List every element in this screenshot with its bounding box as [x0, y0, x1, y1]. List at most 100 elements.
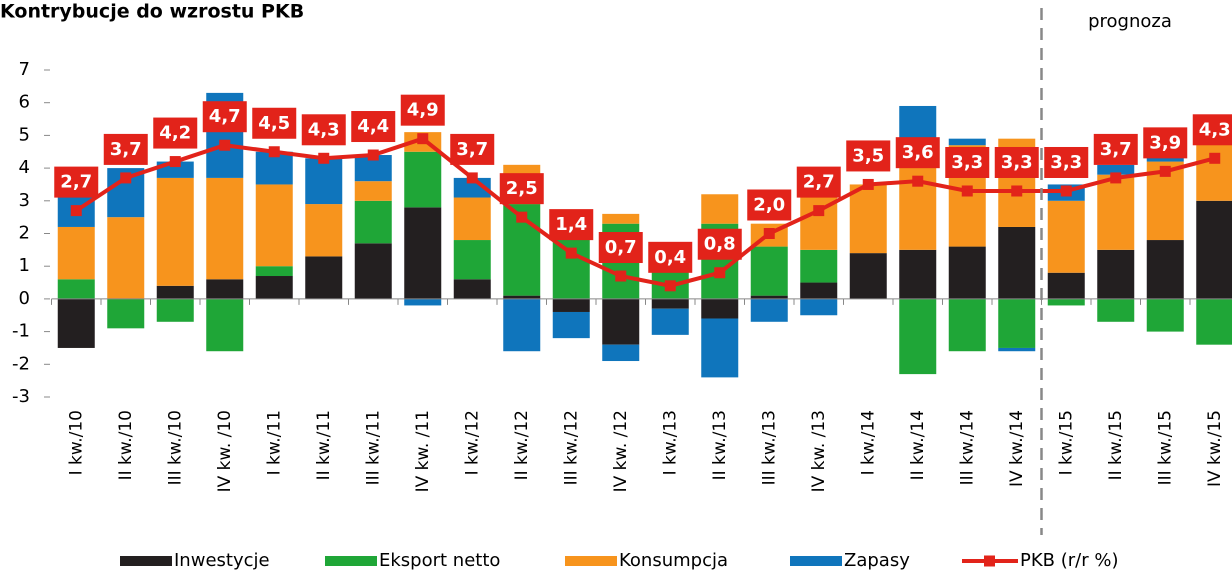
marker — [70, 205, 82, 217]
bar — [156, 177, 194, 286]
bar — [503, 295, 541, 299]
bar — [552, 311, 590, 339]
x-tick-label: III kw./11 — [363, 410, 383, 485]
bar — [750, 295, 788, 299]
value-label: 4,3 — [308, 119, 340, 140]
marker — [664, 280, 676, 292]
y-tick-label: 5 — [19, 124, 30, 145]
bar — [1047, 298, 1085, 306]
bar — [255, 276, 293, 299]
value-label-box — [846, 140, 891, 172]
bar — [404, 151, 442, 208]
x-tick-label: II kw./10 — [116, 410, 136, 480]
value-label: 3,3 — [1001, 152, 1033, 173]
bar — [701, 194, 739, 224]
value-label-box — [598, 232, 643, 264]
bar — [701, 318, 739, 378]
legend-label: Eksport netto — [379, 550, 500, 571]
value-label: 4,4 — [357, 116, 389, 137]
bar — [305, 204, 343, 257]
value-label-box — [697, 228, 742, 260]
value-label-box — [648, 241, 693, 273]
x-tick-label: I kw./13 — [660, 410, 680, 475]
bar — [651, 298, 689, 309]
value-label-box — [1044, 146, 1089, 178]
bar — [948, 298, 986, 352]
value-label: 3,7 — [456, 139, 488, 160]
marker — [714, 267, 726, 279]
y-tick-label: -1 — [12, 321, 30, 342]
value-label-box — [747, 189, 792, 221]
bar — [899, 249, 937, 299]
chart-title: Kontrybucje do wzrostu PKB — [0, 1, 304, 23]
marker — [1110, 172, 1122, 184]
bar — [1196, 141, 1232, 201]
marker — [615, 270, 627, 282]
value-label: 1,4 — [555, 214, 587, 235]
bar — [1047, 200, 1085, 273]
bar — [1047, 272, 1085, 299]
x-tick-label: III kw./12 — [561, 410, 581, 485]
bar — [552, 236, 590, 299]
marker — [862, 178, 874, 190]
bar — [602, 344, 640, 362]
bar — [948, 246, 986, 299]
marker — [813, 205, 825, 217]
bar — [998, 226, 1036, 299]
bar — [1196, 298, 1232, 345]
y-tick-label: 6 — [19, 92, 30, 113]
value-label: 4,7 — [209, 106, 241, 127]
x-tick-label: II kw./12 — [512, 410, 532, 480]
y-tick-label: -2 — [12, 353, 30, 374]
marker — [268, 146, 280, 158]
marker — [318, 152, 330, 164]
marker — [1011, 185, 1023, 197]
value-label-box — [103, 133, 148, 165]
bar — [552, 298, 590, 312]
marker — [912, 175, 924, 187]
x-tick-label: I kw./10 — [66, 410, 86, 475]
marker — [417, 133, 429, 145]
y-tick-label: 4 — [19, 157, 30, 178]
x-tick-label: IV kw. /11 — [413, 410, 433, 492]
value-label-box — [945, 146, 990, 178]
marker — [565, 247, 577, 259]
x-tick-label: IV kw./15 — [1205, 410, 1225, 487]
marker — [466, 172, 478, 184]
y-tick-label: 3 — [19, 190, 30, 211]
annotation: prognoza — [1088, 11, 1172, 32]
value-label: 3,5 — [852, 145, 884, 166]
bar — [354, 181, 392, 201]
bar — [1097, 249, 1135, 299]
value-label-box — [54, 166, 99, 198]
bar — [1097, 298, 1135, 322]
legend-swatch — [120, 556, 172, 566]
value-label-box — [1143, 127, 1188, 159]
x-tick-label: IV kw. /13 — [809, 410, 829, 492]
value-label-box — [351, 111, 396, 143]
x-tick-label: II kw./13 — [710, 410, 730, 480]
value-label: 4,5 — [258, 113, 290, 134]
x-tick-label: III kw./15 — [1155, 410, 1175, 485]
x-tick-label: I kw./11 — [264, 410, 284, 475]
x-tick-label: II kw./14 — [908, 410, 928, 480]
legend-label: Inwestycje — [174, 550, 270, 571]
marker — [516, 211, 528, 223]
bar — [602, 298, 640, 345]
bar — [404, 298, 442, 306]
marker — [1209, 152, 1221, 164]
bar — [750, 246, 788, 296]
y-tick-label: 7 — [19, 59, 30, 80]
bar — [899, 298, 937, 375]
marker — [169, 156, 181, 168]
bar — [800, 282, 838, 299]
value-label-box — [400, 94, 445, 126]
bar — [206, 279, 244, 299]
value-label: 3,3 — [951, 152, 983, 173]
value-label: 4,3 — [1199, 119, 1231, 140]
x-tick-label: IV kw./14 — [1007, 410, 1027, 487]
bar — [1097, 174, 1135, 250]
x-tick-label: III kw./14 — [957, 410, 977, 485]
x-tick-label: IV kw. /10 — [215, 410, 235, 492]
